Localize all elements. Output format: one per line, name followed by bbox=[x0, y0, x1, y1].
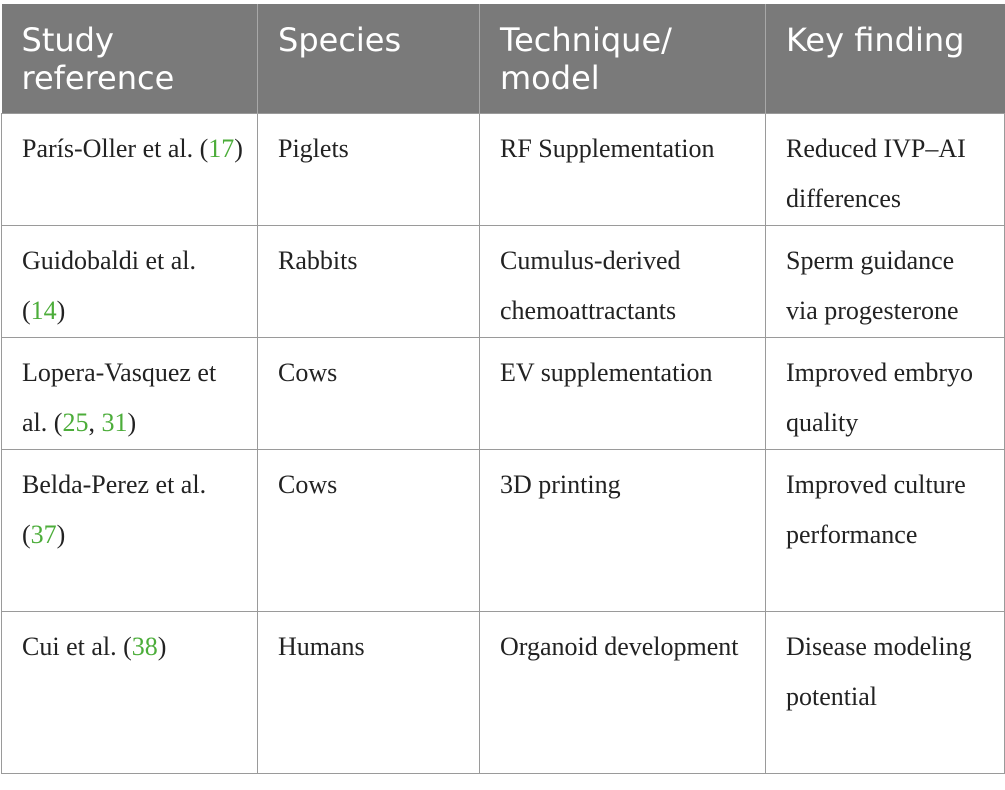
species-cell: Piglets bbox=[257, 113, 480, 226]
finding-cell: Disease modeling potential bbox=[765, 611, 1005, 774]
header-technique-model: Technique/ model bbox=[479, 4, 766, 114]
header-key-finding: Key finding bbox=[765, 4, 1005, 114]
table-body: París-Oller et al. (17) Piglets RF Suppl… bbox=[1, 113, 1005, 774]
table-row: Guidobaldi et al. (14) Rabbits Cumulus-d… bbox=[1, 225, 1005, 338]
finding-cell: Sperm guidance via progesterone bbox=[765, 225, 1005, 338]
table-row: Cui et al. (38) Humans Organoid developm… bbox=[1, 611, 1005, 774]
citation-link[interactable]: 17 bbox=[208, 134, 235, 163]
study-reference-cell: Cui et al. (38) bbox=[1, 611, 258, 774]
table-row: Belda-Perez et al. (37) Cows 3D printing… bbox=[1, 449, 1005, 612]
technique-cell: 3D printing bbox=[479, 449, 766, 612]
study-reference-cell: Lopera-Vasquez et al. (25, 31) bbox=[1, 337, 258, 450]
table-row: París-Oller et al. (17) Piglets RF Suppl… bbox=[1, 113, 1005, 226]
header-species: Species bbox=[257, 4, 480, 114]
citation-link[interactable]: 25 bbox=[62, 408, 89, 437]
authors-text: París-Oller et al. bbox=[22, 134, 194, 163]
finding-cell: Reduced IVP–AI differences bbox=[765, 113, 1005, 226]
table-row: Lopera-Vasquez et al. (25, 31) Cows EV s… bbox=[1, 337, 1005, 450]
header-study-reference: Study reference bbox=[1, 4, 258, 114]
authors-text: Lopera-Vasquez et al. bbox=[22, 358, 217, 437]
study-reference-cell: Belda-Perez et al. (37) bbox=[1, 449, 258, 612]
header-row: Study reference Species Technique/ model… bbox=[1, 4, 1005, 114]
study-reference-cell: Guidobaldi et al. (14) bbox=[1, 225, 258, 338]
table-header: Study reference Species Technique/ model… bbox=[1, 4, 1005, 114]
study-reference-cell: París-Oller et al. (17) bbox=[1, 113, 258, 226]
technique-cell: EV supplementation bbox=[479, 337, 766, 450]
citation-link[interactable]: 31 bbox=[101, 408, 128, 437]
species-cell: Rabbits bbox=[257, 225, 480, 338]
authors-text: Guidobaldi et al. bbox=[22, 246, 197, 275]
technique-cell: Cumulus-derived chemoattractants bbox=[479, 225, 766, 338]
citation-link[interactable]: 38 bbox=[131, 632, 158, 661]
finding-cell: Improved culture performance bbox=[765, 449, 1005, 612]
citation-link[interactable]: 37 bbox=[30, 520, 57, 549]
technique-cell: Organoid development bbox=[479, 611, 766, 774]
species-cell: Humans bbox=[257, 611, 480, 774]
technique-cell: RF Supplementation bbox=[479, 113, 766, 226]
citation-link[interactable]: 14 bbox=[30, 296, 57, 325]
study-comparison-table: Study reference Species Technique/ model… bbox=[1, 4, 1005, 774]
authors-text: Belda-Perez et al. bbox=[22, 470, 207, 499]
species-cell: Cows bbox=[257, 337, 480, 450]
finding-cell: Improved embryo quality bbox=[765, 337, 1005, 450]
species-cell: Cows bbox=[257, 449, 480, 612]
authors-text: Cui et al. bbox=[22, 632, 117, 661]
